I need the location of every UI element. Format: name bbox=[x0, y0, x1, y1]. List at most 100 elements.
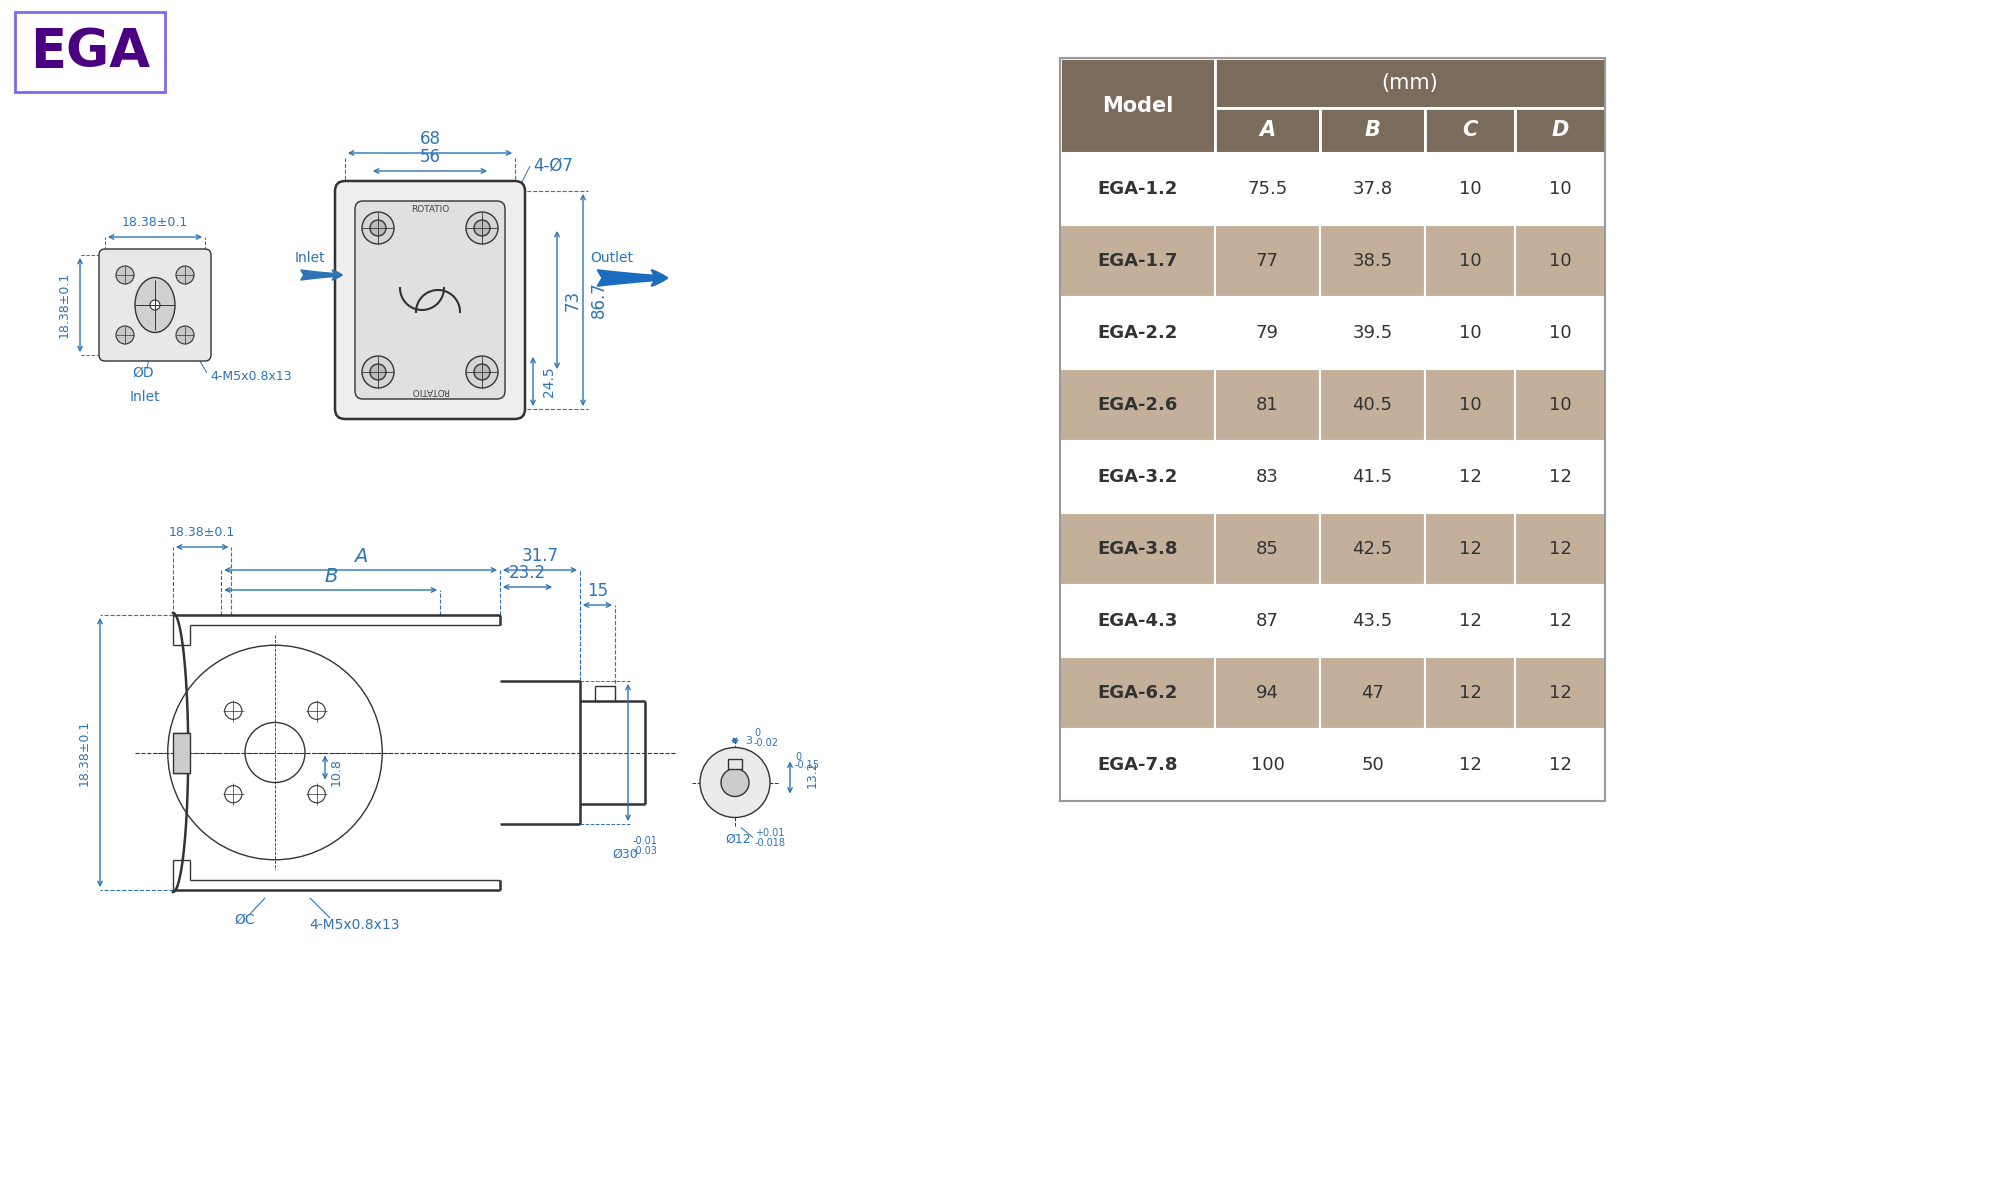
Text: 12: 12 bbox=[1457, 612, 1481, 630]
Text: 41.5: 41.5 bbox=[1353, 468, 1393, 486]
Bar bbox=[1425, 657, 1513, 729]
Circle shape bbox=[177, 326, 195, 345]
Text: 4-Ø7: 4-Ø7 bbox=[532, 157, 572, 175]
Bar bbox=[1319, 153, 1425, 225]
Text: 10.8: 10.8 bbox=[329, 759, 343, 786]
Text: 0: 0 bbox=[795, 752, 801, 763]
Text: -0.15: -0.15 bbox=[795, 760, 819, 771]
Text: 87: 87 bbox=[1256, 612, 1278, 630]
Bar bbox=[1214, 153, 1319, 225]
Text: EGA-4.3: EGA-4.3 bbox=[1096, 612, 1176, 630]
Text: EGA-1.7: EGA-1.7 bbox=[1096, 252, 1176, 270]
Ellipse shape bbox=[134, 278, 175, 333]
Bar bbox=[1319, 584, 1425, 657]
Bar bbox=[1214, 369, 1319, 441]
Text: 38.5: 38.5 bbox=[1353, 252, 1393, 270]
Text: 18.38±0.1: 18.38±0.1 bbox=[78, 720, 90, 785]
Bar bbox=[1060, 584, 1214, 657]
Text: 86.7: 86.7 bbox=[590, 282, 608, 318]
Bar bbox=[1513, 513, 1604, 584]
Text: 83: 83 bbox=[1256, 468, 1278, 486]
Text: EGA-3.2: EGA-3.2 bbox=[1096, 468, 1176, 486]
Text: A: A bbox=[1258, 120, 1274, 140]
Text: -0.018: -0.018 bbox=[755, 838, 785, 847]
Text: EGA-6.2: EGA-6.2 bbox=[1096, 684, 1176, 702]
Text: 12: 12 bbox=[1547, 541, 1571, 558]
Circle shape bbox=[700, 747, 769, 817]
Text: 37.8: 37.8 bbox=[1353, 181, 1393, 198]
Bar bbox=[1425, 729, 1513, 801]
Text: 18.38±0.1: 18.38±0.1 bbox=[169, 526, 235, 539]
Text: ROTATIO: ROTATIO bbox=[411, 204, 450, 214]
Text: B: B bbox=[323, 567, 337, 586]
Bar bbox=[1319, 297, 1425, 369]
Circle shape bbox=[474, 364, 490, 380]
Text: ØC: ØC bbox=[235, 914, 255, 927]
FancyBboxPatch shape bbox=[335, 181, 524, 419]
Text: 10: 10 bbox=[1547, 181, 1571, 198]
Text: EGA-2.6: EGA-2.6 bbox=[1096, 396, 1176, 413]
Text: 10: 10 bbox=[1457, 181, 1481, 198]
Text: 56: 56 bbox=[419, 148, 440, 166]
Text: Inlet: Inlet bbox=[130, 390, 161, 404]
Text: A: A bbox=[353, 546, 367, 565]
Bar bbox=[1513, 729, 1604, 801]
Text: 13.2: 13.2 bbox=[805, 760, 819, 789]
Bar bbox=[1319, 108, 1425, 153]
Bar bbox=[1214, 513, 1319, 584]
Text: Ø30: Ø30 bbox=[612, 847, 638, 860]
Text: 18.38±0.1: 18.38±0.1 bbox=[58, 272, 70, 339]
Text: 4-M5x0.8x13: 4-M5x0.8x13 bbox=[309, 918, 399, 933]
Text: ØD: ØD bbox=[132, 366, 155, 380]
Text: 12: 12 bbox=[1457, 756, 1481, 775]
Bar bbox=[1060, 58, 1604, 801]
Text: ROTATIO: ROTATIO bbox=[411, 386, 450, 396]
Text: 4-M5x0.8x13: 4-M5x0.8x13 bbox=[211, 371, 291, 384]
Bar bbox=[1425, 369, 1513, 441]
Text: Outlet: Outlet bbox=[590, 251, 632, 265]
Text: EGA-2.2: EGA-2.2 bbox=[1096, 324, 1176, 342]
Circle shape bbox=[151, 301, 161, 310]
Circle shape bbox=[369, 364, 385, 380]
Text: 94: 94 bbox=[1254, 684, 1278, 702]
Bar bbox=[1319, 441, 1425, 513]
Text: 12: 12 bbox=[1457, 684, 1481, 702]
Bar bbox=[1214, 225, 1319, 297]
Bar bbox=[1513, 225, 1604, 297]
Bar bbox=[1060, 225, 1214, 297]
Text: C: C bbox=[1461, 120, 1477, 140]
Bar bbox=[1513, 369, 1604, 441]
Text: 10: 10 bbox=[1547, 252, 1571, 270]
Bar bbox=[729, 758, 743, 769]
Text: 75.5: 75.5 bbox=[1246, 181, 1286, 198]
Circle shape bbox=[474, 220, 490, 236]
Text: Ø12: Ø12 bbox=[725, 833, 751, 846]
Bar bbox=[1425, 108, 1513, 153]
Text: 79: 79 bbox=[1254, 324, 1278, 342]
Text: D: D bbox=[1551, 120, 1567, 140]
Bar bbox=[1319, 657, 1425, 729]
Bar bbox=[1060, 513, 1214, 584]
Text: (mm): (mm) bbox=[1381, 72, 1437, 93]
Bar bbox=[1319, 225, 1425, 297]
Bar bbox=[1060, 153, 1214, 225]
Circle shape bbox=[116, 326, 134, 345]
Text: 12: 12 bbox=[1547, 756, 1571, 775]
Bar bbox=[1425, 584, 1513, 657]
Bar bbox=[1513, 441, 1604, 513]
Text: EGA-1.2: EGA-1.2 bbox=[1096, 181, 1176, 198]
Text: 18.38±0.1: 18.38±0.1 bbox=[122, 216, 189, 229]
Text: -0.02: -0.02 bbox=[753, 738, 779, 747]
Text: 50: 50 bbox=[1361, 756, 1383, 775]
Text: 39.5: 39.5 bbox=[1351, 324, 1393, 342]
Circle shape bbox=[466, 211, 498, 244]
Text: 10: 10 bbox=[1547, 324, 1571, 342]
Text: 12: 12 bbox=[1547, 468, 1571, 486]
Bar bbox=[1513, 657, 1604, 729]
Text: +0.01: +0.01 bbox=[755, 828, 785, 838]
Circle shape bbox=[466, 356, 498, 388]
Text: 12: 12 bbox=[1457, 541, 1481, 558]
Text: -0.03: -0.03 bbox=[632, 846, 658, 857]
Text: EGA-7.8: EGA-7.8 bbox=[1096, 756, 1178, 775]
Bar bbox=[14, 12, 165, 91]
